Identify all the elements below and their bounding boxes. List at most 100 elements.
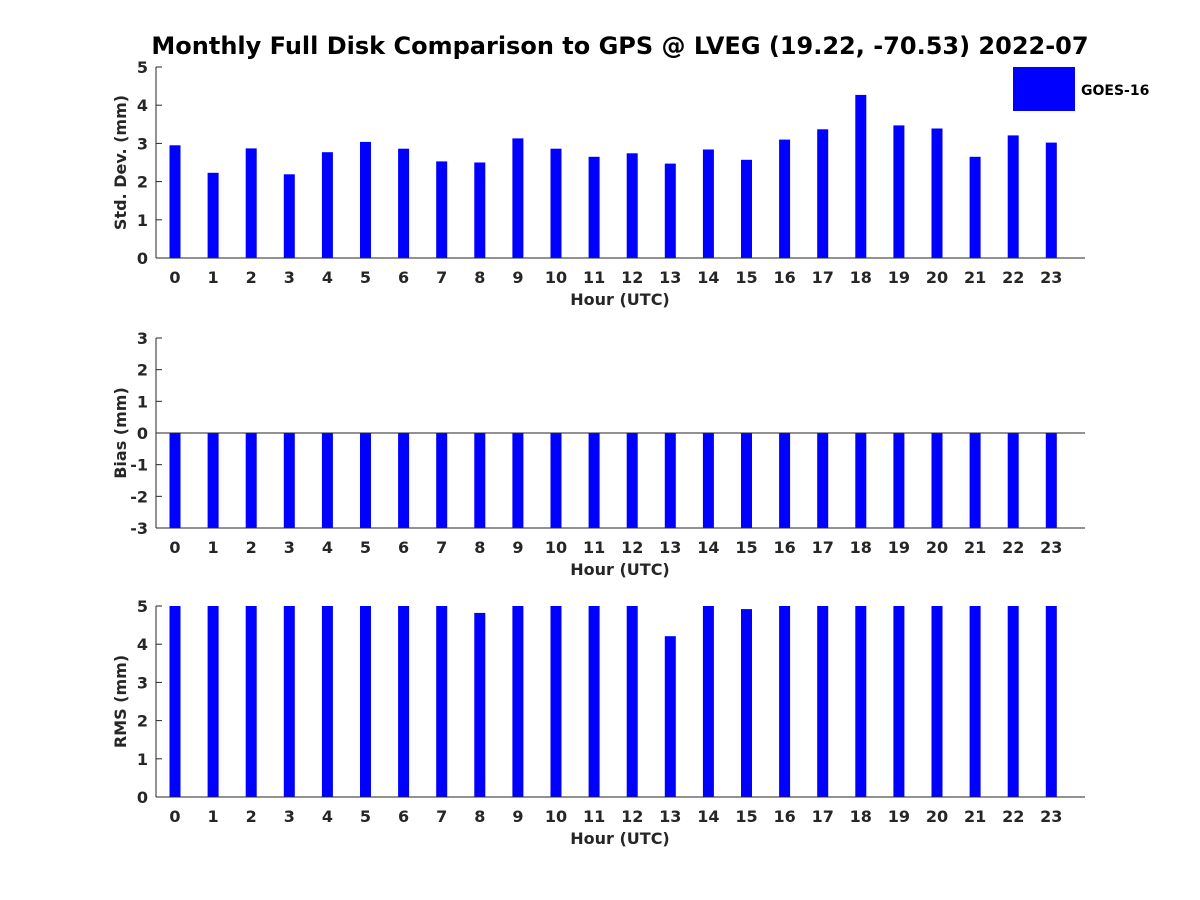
rms-x-tick-label: 18 <box>850 807 872 826</box>
bias-x-tick-label: 8 <box>474 538 485 557</box>
rms-bar-2 <box>245 606 257 797</box>
std-dev-x-axis-label: Hour (UTC) <box>570 290 670 309</box>
bias-bar-22 <box>1007 433 1019 528</box>
bias-bar-15 <box>741 433 752 528</box>
rms-x-tick-label: 19 <box>888 807 910 826</box>
bias-y-tick-label: 0 <box>137 424 148 443</box>
std-dev-bar-19 <box>893 125 905 259</box>
std-dev-bar-3 <box>283 174 295 258</box>
rms-bar-11 <box>588 606 600 797</box>
std-dev-x-tick-label: 14 <box>697 268 719 287</box>
std-dev-y-tick-label: 5 <box>137 58 148 77</box>
bias-bar-18 <box>855 433 867 528</box>
bias-x-tick-label: 9 <box>512 538 523 557</box>
rms-bar-3 <box>283 606 295 797</box>
rms-bar-14 <box>702 606 714 797</box>
bias-x-tick-label: 1 <box>208 538 219 557</box>
rms-bar-13 <box>664 636 676 797</box>
rms-x-tick-label: 13 <box>659 807 681 826</box>
rms-x-tick-label: 14 <box>697 807 719 826</box>
rms-x-tick-label: 10 <box>545 807 567 826</box>
legend-swatch <box>1013 67 1075 111</box>
rms-bar-17 <box>817 606 829 797</box>
std-dev-bar-22 <box>1007 135 1019 258</box>
rms-bar-10 <box>550 606 562 797</box>
rms-x-tick-label: 12 <box>621 807 643 826</box>
rms-x-tick-label: 1 <box>208 807 219 826</box>
std-dev-x-tick-label: 11 <box>583 268 605 287</box>
std-dev-bar-8 <box>474 162 486 258</box>
rms-x-tick-label: 8 <box>474 807 485 826</box>
rms-bar-9 <box>512 606 524 797</box>
std-dev-x-tick-label: 16 <box>773 268 795 287</box>
std-dev-bar-18 <box>855 94 867 259</box>
rms-bar-4 <box>321 606 333 797</box>
rms-x-tick-label: 4 <box>322 807 333 826</box>
rms-bar-1 <box>207 606 219 797</box>
rms-x-tick-label: 17 <box>812 807 834 826</box>
std-dev-bar-2 <box>245 148 257 258</box>
bias-bar-13 <box>664 433 676 528</box>
bias-bar-5 <box>360 433 371 528</box>
std-dev-y-tick-label: 0 <box>137 249 148 268</box>
rms-bar-21 <box>969 606 981 797</box>
std-dev-x-tick-label: 3 <box>284 268 295 287</box>
rms-y-tick-label: 3 <box>137 673 148 692</box>
bias-bar-14 <box>702 433 714 528</box>
rms-bar-12 <box>626 606 638 797</box>
rms-x-axis-label: Hour (UTC) <box>570 829 670 848</box>
rms-bar-15 <box>741 609 752 797</box>
bias-bar-16 <box>779 433 791 528</box>
std-dev-x-tick-label: 13 <box>659 268 681 287</box>
std-dev-x-tick-label: 12 <box>621 268 643 287</box>
std-dev-x-tick-label: 18 <box>850 268 872 287</box>
bias-bar-3 <box>283 433 295 528</box>
bias-y-tick-label: -1 <box>130 456 148 475</box>
legend: GOES-16 <box>1013 67 1149 111</box>
bias-y-axis-label: Bias (mm) <box>111 387 130 479</box>
std-dev-y-axis-label: Std. Dev. (mm) <box>111 95 130 230</box>
bias-bar-2 <box>245 433 257 528</box>
bias-x-tick-label: 10 <box>545 538 567 557</box>
std-dev-x-tick-label: 21 <box>964 268 986 287</box>
bias-x-tick-label: 6 <box>398 538 409 557</box>
std-dev-x-tick-label: 19 <box>888 268 910 287</box>
rms-x-tick-label: 16 <box>773 807 795 826</box>
bias-x-tick-label: 19 <box>888 538 910 557</box>
rms-x-tick-label: 0 <box>169 807 180 826</box>
rms-x-tick-label: 5 <box>360 807 371 826</box>
std-dev-x-tick-label: 6 <box>398 268 409 287</box>
std-dev-bar-21 <box>969 156 981 258</box>
rms-y-tick-label: 2 <box>137 712 148 731</box>
std-dev-bar-17 <box>817 129 829 258</box>
rms-x-tick-label: 23 <box>1040 807 1062 826</box>
std-dev-x-tick-label: 8 <box>474 268 485 287</box>
std-dev-bar-10 <box>550 148 562 258</box>
bias-x-tick-label: 20 <box>926 538 948 557</box>
bias-y-tick-label: 3 <box>137 329 148 348</box>
bias-x-tick-label: 0 <box>169 538 180 557</box>
std-dev-x-tick-label: 23 <box>1040 268 1062 287</box>
std-dev-x-tick-label: 2 <box>246 268 257 287</box>
rms-y-tick-label: 0 <box>137 788 148 807</box>
std-dev-y-tick-label: 1 <box>137 211 148 230</box>
bias-x-tick-label: 21 <box>964 538 986 557</box>
bias-y-tick-label: -2 <box>130 487 148 506</box>
rms-bar-22 <box>1007 606 1019 797</box>
rms-x-tick-label: 2 <box>246 807 257 826</box>
std-dev-bar-15 <box>741 159 752 258</box>
rms-x-tick-label: 7 <box>436 807 447 826</box>
rms-x-tick-label: 22 <box>1002 807 1024 826</box>
rms-x-tick-label: 11 <box>583 807 605 826</box>
bias-x-tick-label: 23 <box>1040 538 1062 557</box>
bias-bar-12 <box>626 433 638 528</box>
bias-bar-0 <box>169 433 181 528</box>
bias-bar-6 <box>398 433 410 528</box>
bias-bar-17 <box>817 433 829 528</box>
bias-x-tick-label: 18 <box>850 538 872 557</box>
bias-x-tick-label: 3 <box>284 538 295 557</box>
std-dev-bar-13 <box>664 163 676 258</box>
bias-bar-4 <box>321 433 333 528</box>
std-dev-x-tick-label: 1 <box>208 268 219 287</box>
